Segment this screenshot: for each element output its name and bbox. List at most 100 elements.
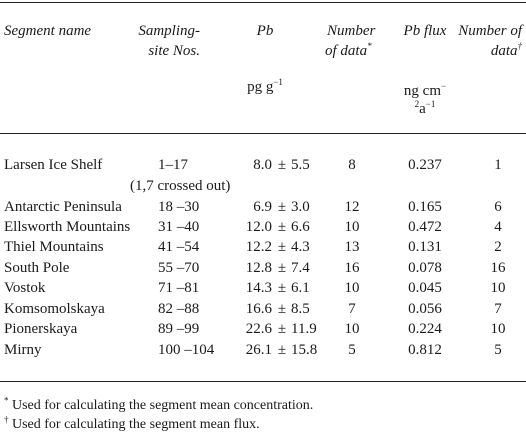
segment-name-cell: Thiel Mountains	[4, 239, 104, 255]
plus-minus-sign: ±	[277, 239, 287, 255]
pb-value-cell: 16.6	[245, 301, 272, 317]
pb-flux-cell: 0.224	[408, 321, 442, 337]
plus-minus-sign: ±	[277, 321, 287, 337]
segment-name-cell: Larsen Ice Shelf	[4, 157, 103, 173]
top-rule	[0, 2, 526, 3]
pb-unit-exp: −1	[273, 77, 283, 87]
ndata-flux-cell: 5	[494, 342, 502, 358]
sampling-site-cell: 18 –30	[158, 199, 200, 215]
pb-flux-cell: 0.078	[408, 260, 442, 276]
pb-sd-cell: 11.9	[291, 321, 317, 337]
sampling-site-cell: 41 –54	[158, 239, 200, 255]
plus-minus-sign: ±	[277, 260, 287, 276]
header-rule	[0, 133, 526, 134]
pb-flux-cell: 0.237	[408, 157, 442, 173]
pb-value-cell: 12.8	[245, 260, 272, 276]
flux-unit-minus: −	[441, 81, 447, 91]
footnote-dagger-mark: †	[4, 414, 9, 425]
ndata-flux-cell: 1	[494, 157, 502, 173]
header-flux-unit-line1: ng cm−	[390, 82, 460, 100]
pb-flux-cell: 0.165	[408, 199, 442, 215]
ndata-flux-cell: 7	[494, 301, 502, 317]
ndata-flux-cell: 10	[490, 280, 506, 296]
flux-unit-base: ng cm	[403, 83, 441, 99]
header-sampling-site-line2: site Nos.	[148, 43, 200, 59]
pb-sd-cell: 6.6	[291, 219, 310, 235]
plus-minus-sign: ±	[277, 219, 287, 235]
pb-sd-cell: 4.3	[291, 239, 310, 255]
pb-sd-cell: 3.0	[291, 199, 310, 215]
sampling-site-cell: 1–17	[158, 157, 188, 173]
flux-unit-two: 2	[414, 99, 420, 109]
plus-minus-sign: ±	[277, 157, 287, 173]
header-ndata1-line1: Number	[327, 23, 376, 39]
header-ndata2-line1: Number of	[458, 23, 522, 39]
header-segment-name: Segment name	[4, 23, 92, 39]
plus-minus-sign: ±	[277, 301, 287, 317]
pb-value-cell: 22.6	[245, 321, 272, 337]
ndata1-label: of data	[325, 43, 368, 59]
pb-sd-cell: 8.5	[291, 301, 310, 317]
ndata-conc-cell: 10	[344, 321, 360, 337]
ndata-conc-cell: 7	[348, 301, 356, 317]
ndata-conc-cell: 13	[344, 239, 360, 255]
segment-name-cell: Komsomolskaya	[4, 301, 105, 317]
segment-name-cell: Ellsworth Mountains	[4, 219, 131, 235]
pb-flux-cell: 0.056	[408, 301, 442, 317]
sampling-site-cell: 89 –99	[158, 321, 200, 337]
header-ndata1-line2: of data*	[325, 42, 372, 60]
ndata-flux-cell: 10	[490, 321, 506, 337]
pb-flux-cell: 0.812	[408, 342, 442, 358]
ndata-conc-cell: 5	[348, 342, 356, 358]
pb-flux-cell: 0.131	[408, 239, 442, 255]
pb-value-cell: 26.1	[245, 342, 272, 358]
ndata-conc-cell: 8	[348, 157, 356, 173]
segment-name-cell: Vostok	[4, 280, 46, 296]
pb-value-cell: 8.0	[253, 157, 272, 173]
ndata-flux-cell: 16	[490, 260, 506, 276]
segment-name-cell: Pionerskaya	[4, 321, 78, 337]
pb-sd-cell: 15.8	[291, 342, 318, 358]
segment-name-cell: Mirny	[4, 342, 42, 358]
header-sampling-site-line1: Sampling-	[138, 23, 200, 39]
segment-name-cell: South Pole	[4, 260, 70, 276]
plus-minus-sign: ±	[277, 199, 287, 215]
header-pb-flux: Pb flux	[403, 23, 447, 39]
header-pb-unit: pg g−1	[225, 78, 305, 96]
pb-value-cell: 12.0	[245, 219, 272, 235]
ndata-conc-cell: 10	[344, 219, 360, 235]
dagger-mark: †	[517, 41, 523, 51]
pb-flux-cell: 0.045	[408, 280, 442, 296]
footnote-asterisk: * Used for calculating the segment mean …	[4, 395, 314, 415]
pb-flux-cell: 0.472	[408, 219, 442, 235]
pb-value-cell: 12.2	[245, 239, 272, 255]
ndata-conc-cell: 10	[344, 280, 360, 296]
footnote-dagger-text: Used for calculating the segment mean fl…	[12, 417, 260, 432]
sampling-site-cell: 55 –70	[158, 260, 200, 276]
footnote-asterisk-text: Used for calculating the segment mean co…	[12, 398, 314, 413]
plus-minus-sign: ±	[277, 280, 287, 296]
ndata-flux-cell: 4	[494, 219, 502, 235]
sampling-site-cell: 71 –81	[158, 280, 200, 296]
sampling-site-cell: 31 –40	[158, 219, 200, 235]
flux-unit-a: a	[419, 101, 426, 117]
pb-sd-cell: 5.5	[291, 157, 310, 173]
header-pb: Pb	[256, 23, 274, 39]
asterisk-mark: *	[367, 41, 372, 51]
footnote-dagger: † Used for calculating the segment mean …	[4, 414, 260, 434]
flux-unit-a-exp: −1	[425, 99, 436, 109]
pb-unit-base: pg g	[247, 79, 274, 95]
bottom-rule	[0, 381, 526, 382]
pb-value-cell: 6.9	[253, 199, 272, 215]
header-flux-unit-line2: 2a−1	[390, 100, 460, 118]
header-ndata2-line2: data†	[440, 42, 522, 60]
ndata2-label: data	[490, 43, 518, 59]
ndata-flux-cell: 2	[494, 239, 502, 255]
sampling-site-cell: 82 –88	[158, 301, 200, 317]
pb-sd-cell: 6.1	[291, 280, 310, 296]
ndata-conc-cell: 16	[344, 260, 360, 276]
pb-sd-cell: 7.4	[291, 260, 310, 276]
pb-value-cell: 14.3	[245, 280, 272, 296]
footnote-asterisk-mark: *	[4, 395, 9, 406]
ndata-conc-cell: 12	[344, 199, 360, 215]
